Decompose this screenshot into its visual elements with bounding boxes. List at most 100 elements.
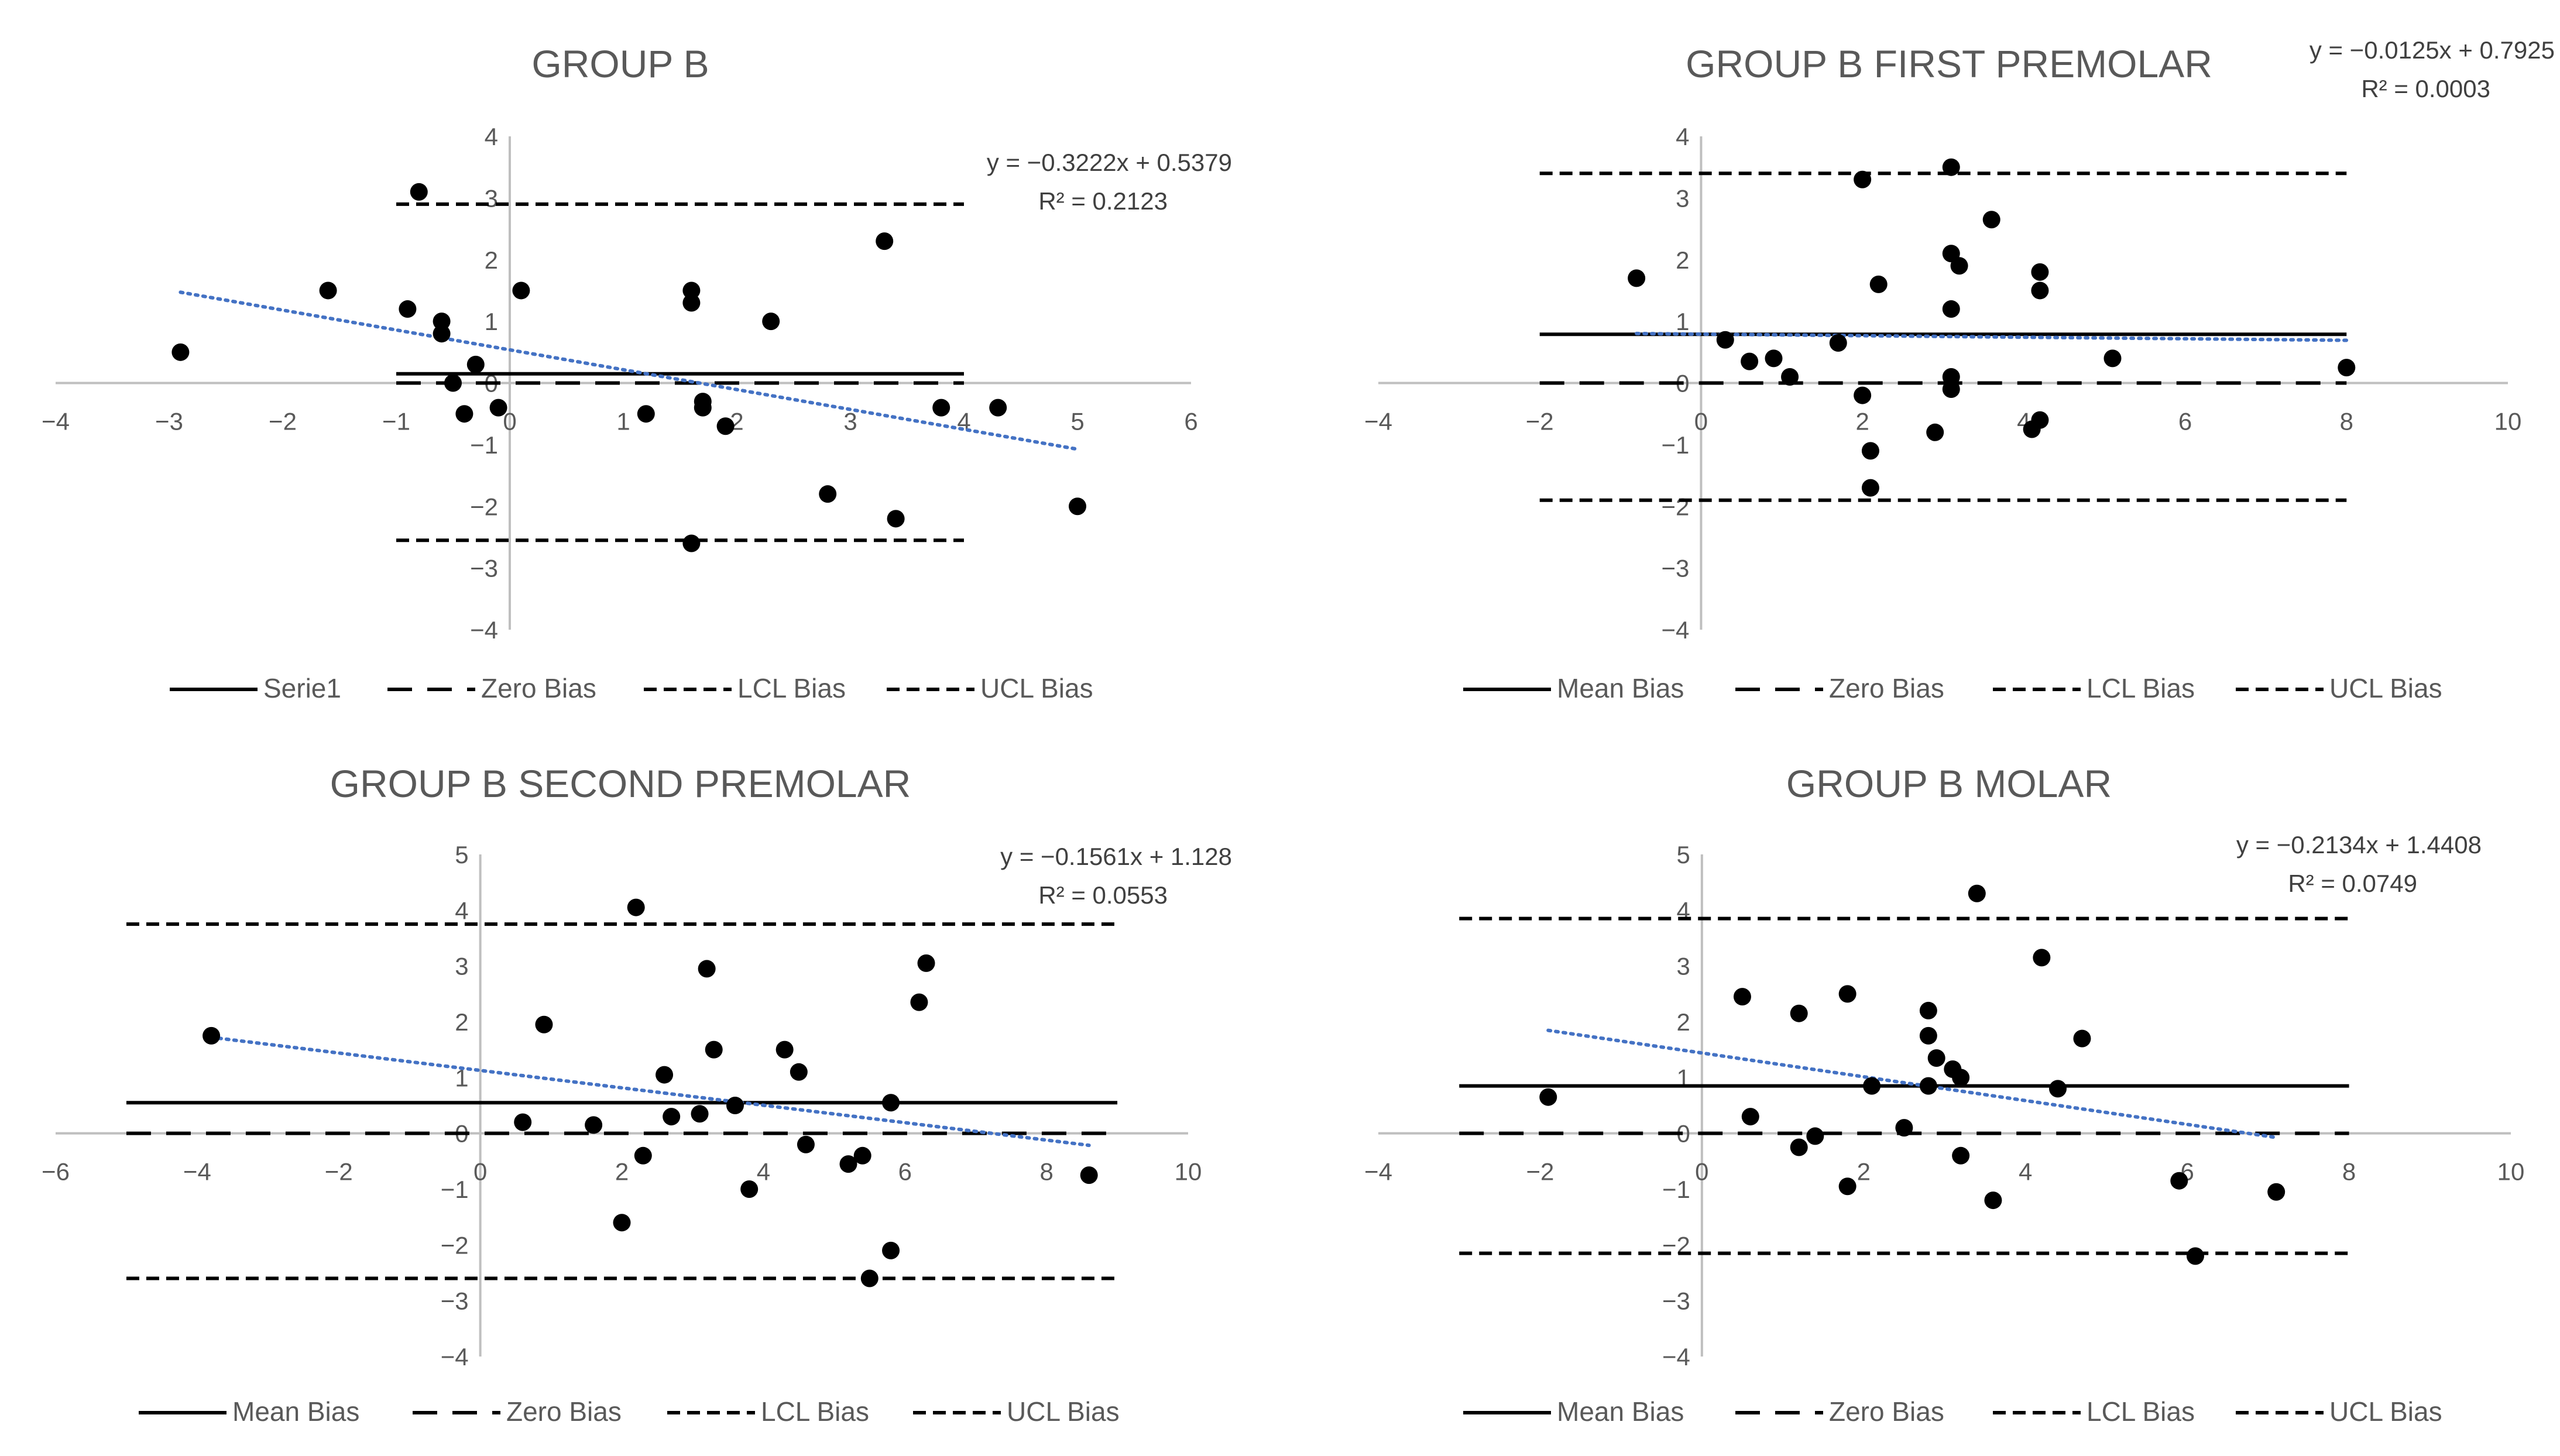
x-tick-label: 8: [1039, 1158, 1053, 1186]
r-squared: R² = 0.2123: [1038, 187, 1168, 215]
y-tick-label: −4: [441, 1343, 469, 1371]
data-point: [853, 1146, 871, 1165]
data-point: [613, 1214, 631, 1232]
x-tick-label: −2: [325, 1158, 353, 1186]
data-point: [726, 1097, 744, 1114]
data-point: [1927, 1049, 1945, 1067]
data-point: [1869, 275, 1888, 293]
trendline-equation: y = −0.2134x + 1.4408: [2236, 831, 2482, 859]
x-tick-label: 2: [1857, 1158, 1871, 1186]
data-point: [489, 399, 507, 417]
x-tick-label: 0: [503, 408, 516, 435]
data-point: [1895, 1119, 1913, 1137]
legend-label: LCL Bias: [761, 1396, 869, 1427]
chart-title: GROUP B SECOND PREMOLAR: [330, 762, 911, 805]
x-tick-label: 10: [2494, 408, 2522, 435]
x-tick-label: −4: [42, 408, 70, 435]
data-point: [1942, 380, 1960, 399]
x-tick-label: −4: [1364, 408, 1392, 435]
chart-title: GROUP B MOLAR: [1786, 762, 2112, 805]
r-squared: R² = 0.0553: [1038, 881, 1168, 909]
data-point: [917, 954, 935, 972]
chart-title: GROUP B: [531, 42, 709, 85]
x-tick-label: 6: [1184, 408, 1197, 435]
data-point: [2267, 1183, 2286, 1201]
data-point: [1982, 211, 2000, 229]
data-point: [705, 1041, 723, 1059]
y-tick-label: −2: [441, 1231, 469, 1259]
data-point: [1716, 331, 1734, 349]
data-point: [882, 1094, 900, 1112]
legend-label: Zero Bias: [1829, 1396, 1944, 1427]
y-tick-label: −2: [1662, 493, 1690, 520]
legend-label: UCL Bias: [2329, 1396, 2442, 1427]
data-point: [2170, 1172, 2188, 1190]
x-tick-label: 10: [1175, 1158, 1202, 1186]
data-point: [1741, 1108, 1759, 1126]
x-tick-label: −1: [382, 408, 410, 435]
legend-label: Mean Bias: [232, 1396, 359, 1427]
data-point: [740, 1180, 759, 1198]
y-tick-label: 2: [455, 1008, 468, 1036]
data-point: [1628, 269, 1646, 287]
data-point: [2049, 1080, 2067, 1098]
data-point: [2033, 949, 2051, 967]
data-point: [682, 281, 701, 300]
data-point: [1942, 368, 1960, 386]
trendline: [210, 1035, 1091, 1148]
data-point: [762, 313, 780, 331]
data-point: [2031, 263, 2049, 281]
data-point: [1952, 1069, 1970, 1087]
data-point: [1942, 158, 1960, 176]
data-point: [1942, 300, 1960, 318]
legend-label: LCL Bias: [737, 673, 846, 703]
data-point: [1741, 352, 1759, 370]
y-tick-label: 1: [455, 1064, 468, 1091]
y-tick-label: 3: [1676, 953, 1690, 980]
legend-label: Mean Bias: [1557, 1396, 1684, 1427]
x-tick-label: 4: [757, 1158, 770, 1186]
data-point: [410, 183, 428, 201]
y-tick-label: −1: [1662, 431, 1690, 459]
x-tick-label: −6: [42, 1158, 70, 1186]
y-tick-label: −2: [470, 493, 498, 520]
data-point: [444, 374, 462, 392]
y-tick-label: −3: [470, 555, 498, 582]
legend-label: UCL Bias: [1007, 1396, 1120, 1427]
legend-label: Serie1: [263, 673, 341, 703]
y-tick-label: −3: [1662, 555, 1690, 582]
data-point: [1080, 1166, 1098, 1184]
legend-label: Mean Bias: [1557, 673, 1684, 703]
data-point: [203, 1026, 221, 1045]
x-tick-label: 0: [1695, 1158, 1708, 1186]
data-point: [627, 898, 645, 916]
data-point: [1919, 1026, 1937, 1045]
trendline-equation: y = −0.1561x + 1.128: [1000, 843, 1232, 870]
data-point: [171, 343, 190, 361]
data-point: [839, 1155, 857, 1173]
y-tick-label: 1: [485, 308, 498, 335]
data-point: [535, 1015, 553, 1033]
data-point: [819, 485, 837, 503]
data-point: [637, 405, 655, 423]
x-tick-label: 0: [1694, 408, 1708, 435]
x-tick-label: 4: [2019, 1158, 2032, 1186]
r-squared: R² = 0.0003: [2361, 75, 2490, 102]
x-tick-label: 5: [1070, 408, 1084, 435]
data-point: [989, 399, 1007, 417]
data-point: [887, 510, 905, 528]
y-tick-label: −1: [470, 431, 498, 459]
y-tick-label: 3: [455, 953, 468, 980]
data-point: [585, 1116, 603, 1134]
data-point: [2031, 281, 2049, 300]
data-point: [663, 1108, 681, 1126]
x-tick-label: −2: [1526, 1158, 1554, 1186]
data-point: [694, 399, 712, 417]
x-tick-label: 10: [2497, 1158, 2525, 1186]
legend-label: UCL Bias: [980, 673, 1093, 703]
data-point: [433, 313, 451, 331]
data-point: [2186, 1247, 2204, 1265]
y-tick-label: −4: [1662, 1343, 1690, 1371]
data-point: [797, 1135, 815, 1153]
